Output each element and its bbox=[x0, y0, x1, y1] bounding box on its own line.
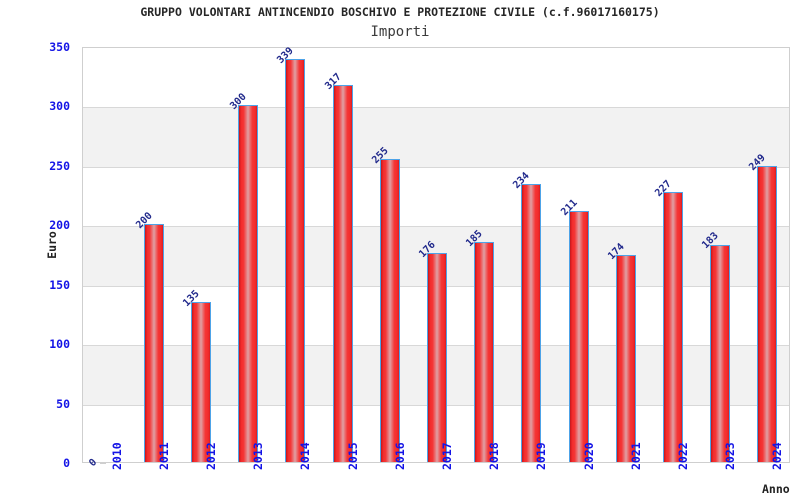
x-axis-tick-label: 2012 bbox=[204, 442, 218, 470]
bar[interactable] bbox=[521, 183, 541, 462]
y-axis-tick-label: 350 bbox=[49, 40, 70, 54]
bar[interactable] bbox=[710, 244, 730, 462]
bar[interactable] bbox=[285, 59, 305, 462]
bar[interactable] bbox=[616, 255, 636, 462]
y-axis-tick-mark bbox=[100, 463, 106, 464]
y-axis-tick-label: 100 bbox=[49, 337, 70, 352]
plot-area bbox=[82, 47, 790, 463]
x-axis-tick-label: 2013 bbox=[251, 442, 265, 470]
x-axis-tick-label: 2022 bbox=[676, 442, 690, 470]
y-axis-tick-label: 250 bbox=[49, 158, 70, 173]
bar[interactable] bbox=[380, 158, 400, 462]
bar[interactable] bbox=[757, 166, 777, 462]
bar[interactable] bbox=[663, 192, 683, 462]
x-axis-tick-label: 2021 bbox=[629, 442, 643, 470]
bar[interactable] bbox=[144, 224, 164, 462]
x-axis-tick-label: 2018 bbox=[487, 442, 501, 470]
x-axis-tick-label: 2019 bbox=[534, 442, 548, 470]
bar[interactable] bbox=[238, 105, 258, 462]
x-axis-tick-label: 2016 bbox=[393, 442, 407, 470]
x-axis-tick-label: 2017 bbox=[440, 442, 454, 470]
bar[interactable] bbox=[333, 85, 353, 462]
x-axis-tick-label: 2015 bbox=[346, 442, 360, 470]
x-axis-tick-label: 2023 bbox=[723, 442, 737, 470]
bar[interactable] bbox=[427, 252, 447, 462]
chart-title: GRUPPO VOLONTARI ANTINCENDIO BOSCHIVO E … bbox=[140, 5, 660, 19]
gridline bbox=[83, 226, 789, 227]
grid-band bbox=[83, 107, 789, 167]
x-axis-tick-label: 2011 bbox=[157, 442, 171, 470]
x-axis-title: Anno bbox=[762, 482, 790, 496]
x-axis-tick-label: 2014 bbox=[298, 442, 312, 470]
y-axis-tick-label: 50 bbox=[56, 396, 70, 411]
gridline bbox=[83, 167, 789, 168]
y-axis-tick-label: 200 bbox=[49, 218, 70, 233]
x-axis-tick-label: 2024 bbox=[770, 442, 784, 470]
bar[interactable] bbox=[474, 242, 494, 462]
x-axis-tick-label: 2010 bbox=[110, 442, 124, 470]
y-axis-title: Euro bbox=[44, 231, 59, 259]
y-axis-tick-label: 300 bbox=[49, 99, 70, 114]
bar[interactable] bbox=[569, 211, 589, 462]
bar[interactable] bbox=[191, 301, 211, 462]
y-axis-tick-label: 0 bbox=[63, 456, 70, 470]
x-axis-tick-label: 2020 bbox=[582, 442, 596, 470]
y-axis-tick-label: 150 bbox=[49, 277, 70, 292]
gridline bbox=[83, 107, 789, 108]
chart-subtitle: Importi bbox=[370, 24, 430, 40]
